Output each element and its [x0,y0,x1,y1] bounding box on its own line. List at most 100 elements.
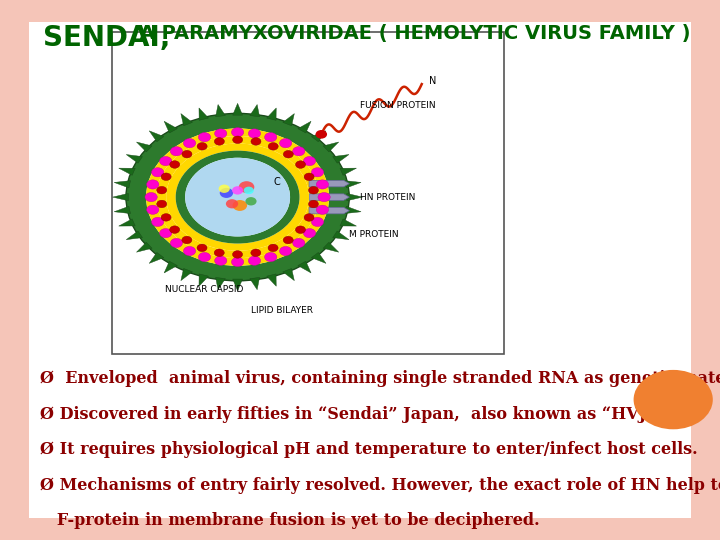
Circle shape [147,205,159,214]
Circle shape [182,150,192,158]
Circle shape [264,252,276,262]
Circle shape [226,199,238,208]
Circle shape [316,180,328,189]
Circle shape [199,132,211,142]
Circle shape [303,157,315,166]
Text: LIPID BILAYER: LIPID BILAYER [251,306,313,315]
Circle shape [308,200,318,208]
Circle shape [215,256,227,265]
Circle shape [231,258,244,267]
Circle shape [170,161,180,168]
Circle shape [166,144,309,251]
Circle shape [233,200,247,211]
Text: Ø  Enveloped  animal virus, containing single stranded RNA as genetic material.: Ø Enveloped animal virus, containing sin… [40,370,720,387]
Circle shape [176,151,300,244]
Text: F-protein in membrane fusion is yet to be deciphered.: F-protein in membrane fusion is yet to b… [40,512,539,529]
Circle shape [151,168,164,177]
Polygon shape [340,168,356,176]
Circle shape [170,226,180,233]
Circle shape [184,246,196,255]
Polygon shape [250,105,259,117]
Circle shape [251,249,261,256]
Polygon shape [114,206,130,213]
Circle shape [146,129,329,266]
Polygon shape [233,103,243,115]
Circle shape [147,180,159,189]
Polygon shape [323,242,338,252]
Polygon shape [298,122,311,133]
Polygon shape [266,108,276,120]
Polygon shape [345,181,361,188]
Circle shape [315,130,327,139]
Polygon shape [199,274,209,286]
Circle shape [244,187,253,194]
Polygon shape [333,231,349,240]
Polygon shape [345,206,361,213]
Polygon shape [298,261,311,273]
Text: C: C [274,177,280,186]
Text: A PARAMYXOVIRIDAE ( HEMOLYTIC VIRUS FAMILY ): A PARAMYXOVIRIDAE ( HEMOLYTIC VIRUS FAMI… [133,24,690,43]
Polygon shape [250,278,259,289]
Circle shape [634,370,713,429]
Circle shape [171,238,183,247]
Circle shape [215,249,224,256]
Circle shape [215,138,225,145]
Polygon shape [164,122,177,133]
Circle shape [184,139,196,148]
Circle shape [264,132,276,142]
Circle shape [161,173,171,180]
FancyArrow shape [309,180,349,187]
Circle shape [268,244,278,252]
Text: SENDAI,: SENDAI, [43,24,171,52]
Polygon shape [149,252,164,264]
Circle shape [248,256,261,265]
FancyArrow shape [309,207,349,214]
Circle shape [304,173,314,180]
Circle shape [219,185,230,193]
Text: Ø Discovered in early fifties in “Sendai” Japan,  also known as “HVJ”: Ø Discovered in early fifties in “Sendai… [40,406,655,422]
Circle shape [151,217,164,226]
Circle shape [248,129,261,138]
Polygon shape [340,219,356,226]
Polygon shape [283,268,294,281]
Polygon shape [137,142,152,152]
Polygon shape [266,274,276,286]
Polygon shape [199,108,209,120]
Text: N: N [429,76,436,86]
Circle shape [318,192,330,202]
Polygon shape [114,181,130,188]
Polygon shape [164,261,177,273]
Circle shape [185,158,290,237]
Circle shape [283,237,293,244]
Circle shape [199,252,211,262]
Text: FUSION PROTEIN: FUSION PROTEIN [361,100,436,110]
Polygon shape [283,113,294,126]
Circle shape [220,188,233,198]
FancyBboxPatch shape [29,22,691,518]
Circle shape [197,244,207,252]
Text: M PROTEIN: M PROTEIN [349,230,399,239]
Circle shape [232,186,243,194]
Circle shape [176,151,300,244]
Polygon shape [323,142,338,152]
Circle shape [233,251,243,258]
Circle shape [215,129,227,138]
Polygon shape [311,252,326,264]
Text: NUCLEAR CAPSID: NUCLEAR CAPSID [165,285,243,294]
Circle shape [185,158,290,237]
Polygon shape [119,219,135,226]
Circle shape [182,236,192,244]
Circle shape [308,186,318,194]
Circle shape [161,214,171,221]
Polygon shape [137,242,152,252]
Text: Ø Mechanisms of entry fairly resolved. However, the exact role of HN help to: Ø Mechanisms of entry fairly resolved. H… [40,477,720,494]
Circle shape [156,136,319,258]
FancyBboxPatch shape [112,32,504,354]
Polygon shape [126,231,143,240]
Polygon shape [181,113,192,126]
Circle shape [233,136,243,144]
Polygon shape [333,154,349,163]
Circle shape [146,129,329,266]
Text: HN PROTEIN: HN PROTEIN [361,193,415,201]
Circle shape [279,246,292,255]
